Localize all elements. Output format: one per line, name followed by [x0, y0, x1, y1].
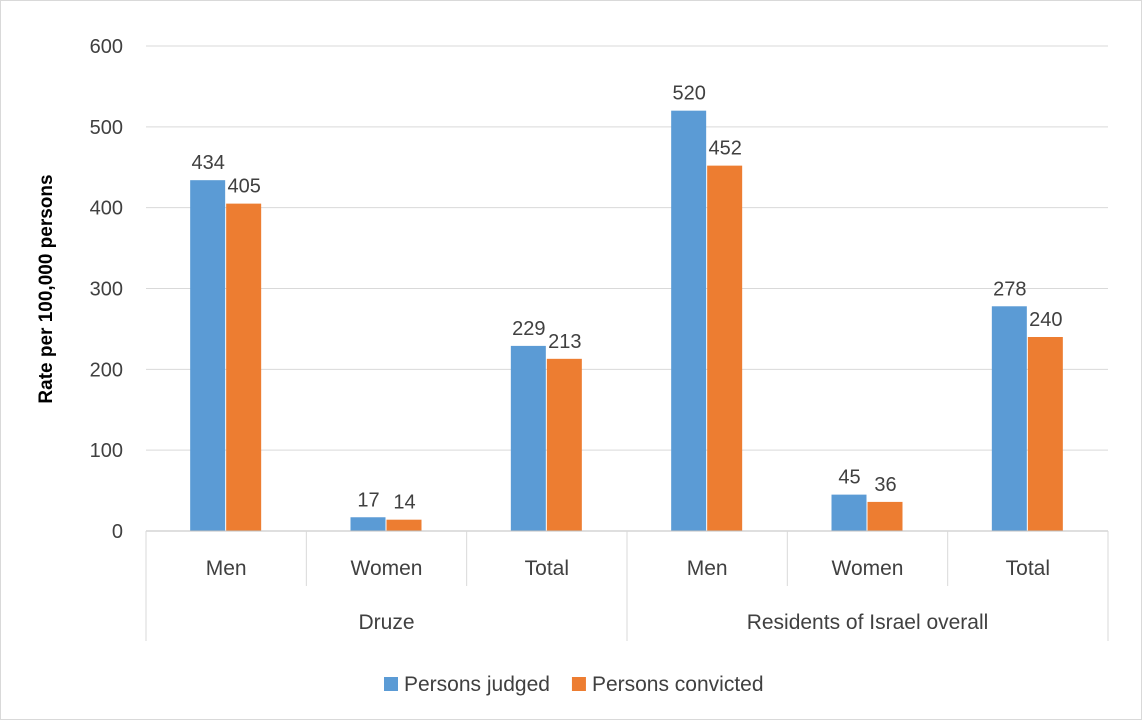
- bar-persons-convicted: [546, 358, 582, 531]
- legend: Persons judged Persons convicted: [384, 673, 764, 696]
- bar-persons-judged: [190, 180, 226, 531]
- x-category-label: Women: [351, 557, 423, 580]
- y-tick-label: 200: [90, 359, 123, 381]
- y-tick-label: 500: [90, 117, 123, 139]
- bars: [190, 110, 1063, 532]
- data-label: 452: [708, 138, 741, 160]
- data-label: 213: [548, 331, 581, 353]
- bar-persons-convicted: [707, 165, 743, 531]
- bar-persons-judged: [510, 345, 546, 531]
- legend-label: Persons convicted: [592, 673, 764, 696]
- x-category-label: Total: [1006, 557, 1050, 580]
- y-tick-label: 0: [112, 521, 123, 543]
- x-category-label: Men: [206, 557, 247, 580]
- legend-swatch: [571, 677, 586, 691]
- data-label: 405: [227, 176, 260, 198]
- x-group-label: Residents of Israel overall: [747, 611, 989, 634]
- data-label: 36: [874, 474, 896, 496]
- data-label: 240: [1029, 309, 1062, 331]
- x-category-label: Men: [687, 557, 728, 580]
- data-label: 45: [838, 467, 860, 489]
- x-category-label: Women: [832, 557, 904, 580]
- data-label: 14: [393, 492, 415, 514]
- axes: 0 100 200 300 400 500 600 Men Women Total Druze Men…: [90, 36, 1109, 641]
- data-label: 520: [672, 83, 705, 105]
- bar-persons-judged: [350, 517, 386, 531]
- y-tick-label: 600: [90, 36, 123, 58]
- bar-persons-convicted: [226, 203, 262, 531]
- y-tick-label: 400: [90, 198, 123, 220]
- y-axis-title: Rate per 100,000 persons: [36, 174, 57, 403]
- bar-persons-judged: [671, 110, 707, 532]
- data-label: 278: [993, 278, 1026, 300]
- bar-persons-convicted: [867, 501, 903, 531]
- y-tick-label: 100: [90, 440, 123, 462]
- bar-persons-convicted: [1027, 337, 1063, 531]
- legend-swatch: [384, 677, 398, 691]
- x-group-label: Druze: [358, 611, 414, 634]
- legend-label: Persons judged: [404, 673, 550, 696]
- gridlines: [146, 45, 1108, 451]
- bar-persons-judged: [991, 306, 1027, 531]
- bar-persons-convicted: [386, 519, 422, 531]
- data-label: 17: [357, 489, 379, 511]
- data-label: 229: [512, 318, 545, 340]
- y-tick-label: 300: [90, 279, 123, 301]
- bar-persons-judged: [831, 494, 867, 531]
- x-category-label: Total: [525, 557, 569, 580]
- data-label: 434: [191, 152, 224, 174]
- data-labels: 434 17 229 520 45 278 405 14 213 452 36 240: [191, 83, 1062, 514]
